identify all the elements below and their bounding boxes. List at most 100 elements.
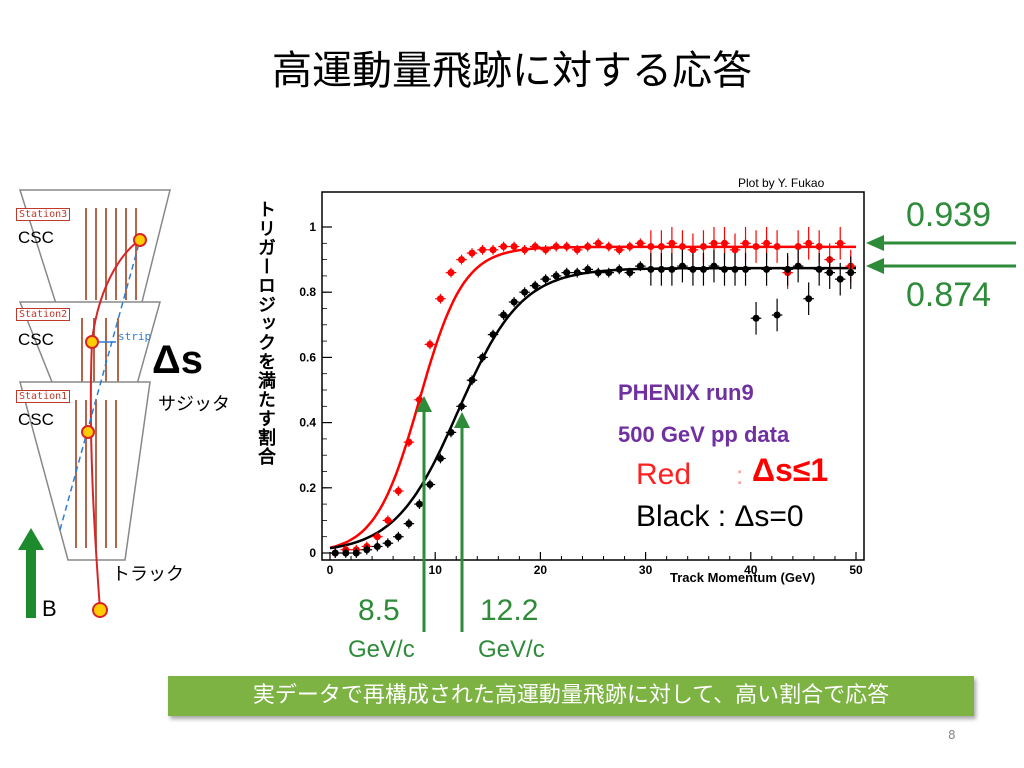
data-point-black bbox=[731, 265, 739, 273]
data-point-red bbox=[657, 243, 665, 251]
data-point-red bbox=[573, 246, 581, 254]
data-point-black bbox=[436, 454, 444, 462]
data-point-red bbox=[668, 239, 676, 247]
data-point-red bbox=[373, 533, 381, 541]
station2-label: Station2 bbox=[16, 308, 71, 321]
data-point-red bbox=[721, 239, 728, 247]
data-point-red bbox=[763, 239, 771, 247]
data-point-red bbox=[815, 243, 823, 251]
data-point-red bbox=[479, 246, 487, 254]
data-point-red bbox=[689, 246, 697, 254]
data-point-black bbox=[752, 314, 760, 322]
data-point-black bbox=[331, 549, 339, 557]
data-point-black bbox=[373, 542, 381, 550]
data-point-red bbox=[436, 295, 444, 303]
threshold-black-unit: GeV/c bbox=[478, 636, 545, 663]
data-point-black bbox=[784, 265, 792, 273]
data-point-red bbox=[584, 243, 592, 251]
data-point-black bbox=[468, 376, 476, 384]
y-tick-label: 0.6 bbox=[299, 350, 316, 364]
data-point-black bbox=[836, 275, 844, 283]
data-point-red bbox=[647, 243, 655, 251]
y-tick-label: 0 bbox=[309, 546, 316, 560]
b-field-label: B bbox=[42, 596, 57, 621]
x-tick-label: 50 bbox=[849, 563, 863, 577]
data-point-black bbox=[847, 269, 855, 277]
phenix-data-label: 500 GeV pp data bbox=[618, 422, 790, 447]
data-point-black bbox=[573, 269, 581, 277]
data-point-red bbox=[794, 243, 802, 251]
x-tick-label: 10 bbox=[429, 563, 443, 577]
data-point-red bbox=[605, 243, 613, 251]
data-point-red bbox=[405, 438, 413, 446]
data-point-red bbox=[636, 239, 644, 247]
csc-label-1: CSC bbox=[18, 410, 54, 429]
x-axis-label: Track Momentum (GeV) bbox=[670, 570, 816, 585]
hit-marker-station3 bbox=[133, 233, 147, 247]
y-axis-label: トリガーロジックを満たす割合 bbox=[255, 200, 276, 466]
legend-black-label: Black : Δs=0 bbox=[636, 500, 804, 533]
data-point-black bbox=[763, 265, 771, 273]
data-point-black bbox=[668, 265, 676, 273]
threshold-black-value: 12.2 bbox=[480, 594, 539, 627]
plateau-arrows bbox=[866, 235, 1016, 274]
data-point-black bbox=[742, 265, 750, 273]
data-point-black bbox=[552, 272, 560, 280]
csc-label-2: CSC bbox=[18, 330, 54, 349]
data-point-black bbox=[500, 311, 508, 319]
threshold-red-value: 8.5 bbox=[358, 594, 400, 627]
data-point-black bbox=[521, 288, 529, 296]
data-point-black bbox=[773, 311, 781, 319]
data-points bbox=[330, 227, 856, 558]
data-point-black bbox=[342, 549, 350, 557]
y-tick-label: 1 bbox=[309, 220, 316, 234]
legend-red-label: Red bbox=[636, 458, 692, 491]
data-point-black bbox=[826, 269, 834, 277]
data-point-black bbox=[815, 265, 823, 273]
hit-marker-station2 bbox=[85, 335, 99, 349]
data-point-red bbox=[415, 396, 423, 404]
data-point-black bbox=[384, 539, 392, 547]
data-point-black bbox=[363, 546, 371, 554]
data-point-black bbox=[426, 481, 434, 489]
data-point-red bbox=[458, 256, 465, 264]
data-point-black bbox=[710, 262, 718, 270]
data-point-black bbox=[647, 265, 655, 273]
phenix-run-label: PHENIX run9 bbox=[618, 380, 754, 405]
data-point-black bbox=[594, 269, 602, 277]
slide-title: 高運動量飛跡に対する応答 bbox=[272, 48, 752, 94]
data-point-red bbox=[489, 246, 497, 254]
data-point-black bbox=[489, 331, 497, 339]
data-point-black bbox=[394, 533, 402, 541]
data-point-red bbox=[594, 239, 602, 247]
axis-ticks: 0 10 20 30 40 50 0 0.2 0.4 0.6 0.8 1 bbox=[299, 220, 863, 577]
data-point-red bbox=[710, 239, 718, 247]
y-tick-label: 0.4 bbox=[299, 416, 316, 430]
data-point-black bbox=[352, 549, 360, 557]
data-point-red bbox=[468, 249, 476, 257]
station1-label: Station1 bbox=[16, 390, 71, 403]
data-point-black bbox=[531, 282, 539, 290]
data-point-red bbox=[731, 246, 739, 254]
plot-credit: Plot by Y. Fukao bbox=[738, 176, 825, 190]
data-point-red bbox=[510, 243, 518, 251]
data-point-red bbox=[773, 243, 781, 251]
delta-s-label: Δs bbox=[152, 338, 203, 382]
data-point-red bbox=[752, 243, 760, 251]
x-tick-label: 20 bbox=[534, 563, 548, 577]
data-point-black bbox=[699, 265, 707, 273]
x-tick-label: 0 bbox=[327, 563, 334, 577]
data-point-black bbox=[563, 269, 571, 277]
data-point-red bbox=[742, 239, 750, 247]
track-path bbox=[89, 239, 141, 611]
data-point-black bbox=[584, 265, 592, 273]
data-point-red bbox=[563, 243, 571, 251]
csc-label-3: CSC bbox=[18, 228, 54, 247]
data-point-black bbox=[542, 275, 550, 283]
legend-red-cut: Δs≤1 bbox=[752, 452, 829, 488]
y-tick-label: 0.2 bbox=[299, 481, 316, 495]
straight-line-projection bbox=[59, 239, 141, 531]
data-point-black bbox=[405, 520, 413, 528]
plateau-black-value: 0.874 bbox=[906, 276, 992, 314]
